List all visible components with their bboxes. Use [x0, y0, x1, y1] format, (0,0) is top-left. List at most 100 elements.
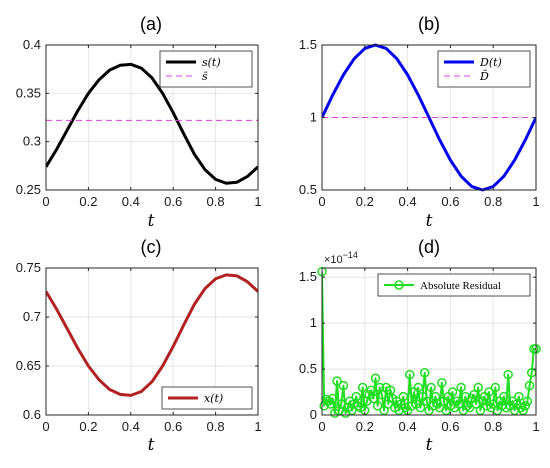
- panel-title: (b): [418, 14, 440, 34]
- data-point: [370, 373, 381, 383]
- data-point: [327, 393, 338, 404]
- panel-title: (a): [140, 14, 162, 34]
- data-point: [419, 367, 430, 378]
- legend: D(t)D̄: [437, 50, 531, 88]
- legend-box: [377, 273, 531, 297]
- panel-3: (c) 0 0.2 0.4 0.6 0.8 1 0.6 0.65 0.7 0.75 t x(t): [16, 237, 262, 455]
- x-tick-label: 0.8: [207, 419, 225, 434]
- x-tick-label: 1: [532, 194, 539, 209]
- data-point: [522, 396, 533, 406]
- data-point: [357, 382, 368, 393]
- legend: x(t): [161, 386, 253, 410]
- y-tick-label: 0.4: [23, 37, 41, 52]
- data-point: [413, 382, 424, 393]
- panel-title: (c): [141, 237, 162, 257]
- data-point: [503, 369, 513, 380]
- data-point: [407, 401, 417, 411]
- data-point: [377, 390, 387, 400]
- panel-2: (b) 0 0.2 0.4 0.6 0.8 1 0.5 1 1.5 t D(t)D̄: [299, 14, 540, 231]
- x-tick-label: 0: [318, 194, 325, 209]
- data-point: [353, 401, 364, 411]
- data-point: [347, 405, 357, 416]
- series-line: [322, 43, 536, 192]
- y-tick-label: 0.35: [16, 85, 41, 100]
- x-tick-label: 0.8: [207, 194, 225, 209]
- data-point: [516, 402, 526, 413]
- data-point: [520, 401, 531, 411]
- x-tick-label: 0.4: [122, 194, 140, 209]
- y-tick-label: 1.5: [299, 269, 317, 284]
- x-tick-label: 1: [532, 419, 539, 434]
- y-tick-label: 0.65: [16, 358, 41, 373]
- axes-box: [45, 267, 259, 416]
- y-tick-label: 0.6: [23, 407, 41, 422]
- data-point: [368, 393, 379, 404]
- data-point: [518, 405, 528, 416]
- y-tick-label: 0.25: [16, 182, 41, 197]
- x-tick-label: 0.8: [484, 419, 502, 434]
- data-point: [447, 387, 458, 397]
- data-point: [462, 401, 473, 411]
- legend-marker: [394, 280, 404, 290]
- y-tick-label: 0.3: [23, 134, 41, 149]
- y-tick-label: 1: [310, 315, 317, 330]
- x-tick-label: 0.2: [356, 194, 374, 209]
- y-tick-label: 0.75: [16, 260, 41, 275]
- x-axis-label: t: [426, 435, 433, 455]
- x-tick-label: 0.6: [164, 194, 182, 209]
- panel-title: (d): [418, 237, 440, 257]
- data-point: [490, 382, 501, 393]
- data-point: [372, 401, 383, 411]
- x-axis-label: t: [148, 211, 155, 231]
- data-point: [460, 391, 471, 402]
- series-line: [46, 62, 258, 185]
- y-tick-label: 0: [310, 407, 317, 422]
- x-tick-label: 0: [318, 419, 325, 434]
- legend-label: x(t): [204, 392, 223, 405]
- legend-box: [437, 50, 531, 88]
- data-point: [469, 390, 479, 400]
- legend-box: [161, 386, 253, 410]
- data-point: [501, 402, 511, 413]
- data-point: [379, 405, 389, 416]
- x-tick-label: 0: [42, 194, 49, 209]
- x-tick-label: 0.6: [441, 419, 459, 434]
- data-point: [514, 391, 524, 402]
- data-point: [473, 382, 483, 393]
- data-point: [437, 378, 447, 388]
- data-point: [385, 385, 396, 395]
- legend: s(t)s̄: [159, 50, 253, 88]
- data-point: [325, 399, 336, 409]
- legend-label: Absolute Residual: [420, 280, 501, 292]
- x-axis-label: t: [148, 435, 155, 455]
- x-tick-label: 1: [254, 419, 261, 434]
- y-tick-label: 0.5: [299, 361, 317, 376]
- data-point: [404, 369, 415, 380]
- y-tick-label: 1: [310, 110, 317, 125]
- legend-label: D̄: [479, 70, 489, 83]
- data-point: [428, 401, 439, 411]
- data-point: [499, 391, 509, 402]
- data-point: [475, 405, 486, 416]
- y-tick-label: 0.5: [299, 182, 317, 197]
- series-line: [46, 273, 258, 397]
- legend-label: s̄: [202, 70, 208, 83]
- x-tick-label: 0.2: [79, 194, 97, 209]
- y-tick-label: 0.7: [23, 309, 41, 324]
- x-tick-label: 0.4: [122, 419, 140, 434]
- legend: Absolute Residual: [377, 273, 531, 297]
- data-point: [332, 376, 342, 386]
- data-point: [415, 402, 426, 413]
- x-tick-label: 0.6: [441, 194, 459, 209]
- x-tick-label: 1: [254, 194, 261, 209]
- panel-4: (d)0 0.2 0.4 0.6 0.8 100.511.5t×10−14Absolute…: [299, 237, 541, 455]
- data-point: [366, 385, 376, 395]
- x-tick-label: 0.4: [399, 419, 417, 434]
- data-point: [484, 387, 494, 397]
- x-tick-label: 0.4: [399, 194, 417, 209]
- y-tick-label: 1.5: [299, 37, 317, 52]
- panel-1: (a) 0 0.2 0.4 0.6 0.8 1 0.25 0.3 0.35 0.4 t s(t)s̄: [16, 14, 262, 231]
- x-tick-label: 0.2: [79, 419, 97, 434]
- axes-box: [45, 44, 259, 191]
- data-point: [338, 380, 349, 391]
